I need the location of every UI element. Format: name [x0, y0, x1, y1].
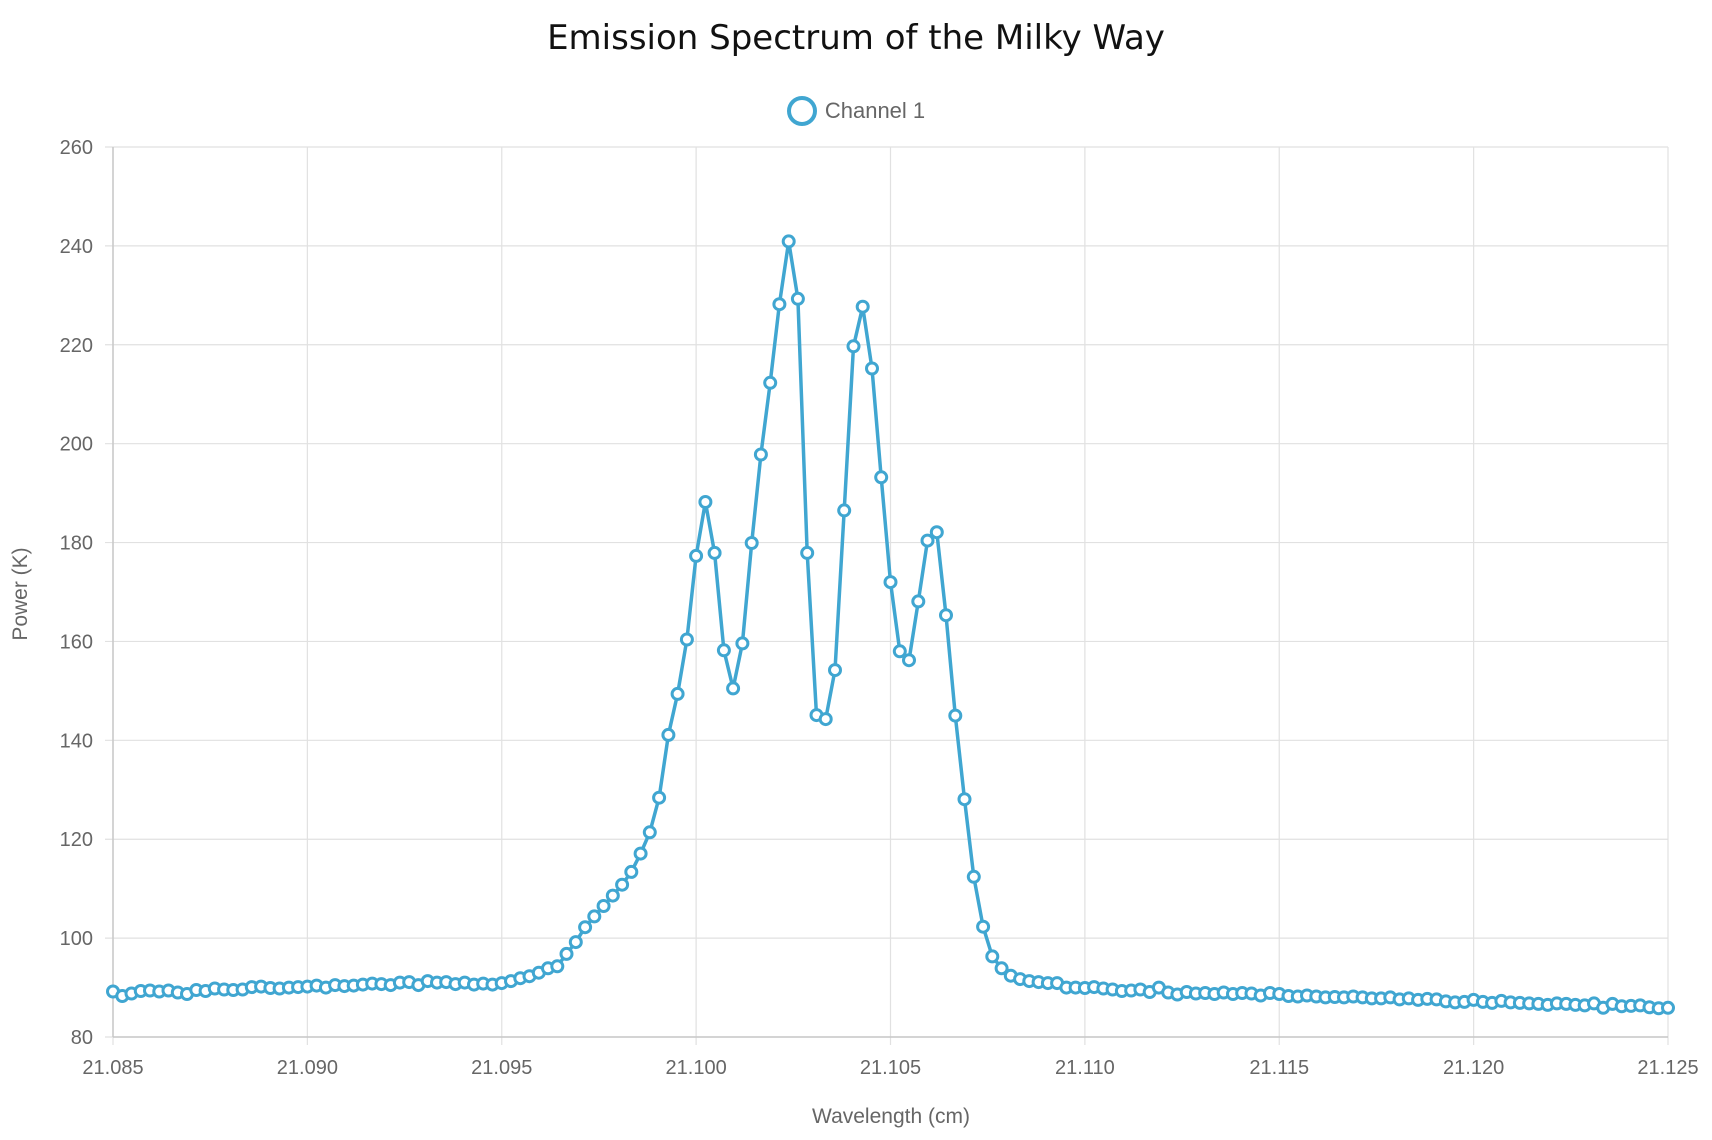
data-point[interactable]	[828, 663, 842, 678]
x-tick-label: 21.095	[471, 1057, 532, 1079]
x-tick-label: 21.090	[277, 1057, 338, 1079]
data-point[interactable]	[865, 361, 879, 376]
data-point[interactable]	[929, 525, 944, 540]
y-tick-label: 120	[60, 829, 93, 851]
data-point[interactable]	[911, 594, 926, 609]
data-point[interactable]	[985, 949, 1000, 964]
data-point[interactable]	[624, 864, 639, 879]
data-point[interactable]	[716, 643, 731, 658]
data-point[interactable]	[744, 536, 759, 550]
data-point[interactable]	[753, 447, 768, 462]
data-point[interactable]	[837, 503, 852, 518]
data-point[interactable]	[578, 920, 593, 935]
x-tick-label: 21.110	[1055, 1057, 1115, 1079]
grid-lines	[105, 146, 1669, 1045]
data-point[interactable]	[957, 792, 972, 807]
data-point[interactable]	[966, 869, 981, 884]
y-tick-label: 200	[60, 434, 93, 456]
data-point[interactable]	[726, 681, 741, 696]
data-point[interactable]	[790, 291, 805, 306]
y-tick-label: 260	[60, 137, 93, 159]
y-tick-label: 100	[60, 928, 93, 950]
x-tick-label: 21.115	[1249, 1057, 1309, 1079]
x-tick-label: 21.100	[666, 1057, 727, 1079]
data-point[interactable]	[707, 545, 722, 560]
y-tick-label: 220	[60, 335, 93, 357]
data-point[interactable]	[763, 375, 778, 390]
data-point[interactable]	[633, 846, 648, 861]
data-point[interactable]	[679, 632, 694, 647]
data-point[interactable]	[781, 234, 796, 249]
data-point[interactable]	[874, 470, 889, 485]
y-tick-label: 160	[60, 631, 93, 653]
chart-title: Emission Spectrum of the Milky Way	[547, 18, 1165, 58]
data-point[interactable]	[642, 825, 657, 840]
x-tick-label: 21.120	[1443, 1057, 1504, 1079]
data-points-channel-1	[106, 234, 1675, 1016]
y-tick-label: 140	[60, 730, 93, 752]
data-point[interactable]	[772, 297, 787, 312]
data-point[interactable]	[883, 575, 898, 590]
data-point[interactable]	[818, 712, 833, 727]
data-point[interactable]	[735, 636, 750, 651]
data-point[interactable]	[550, 959, 565, 974]
axes	[112, 147, 1668, 1038]
y-tick-label: 240	[60, 236, 93, 258]
data-point[interactable]	[920, 533, 935, 548]
data-point[interactable]	[596, 899, 611, 913]
data-point[interactable]	[689, 548, 704, 563]
data-point[interactable]	[670, 686, 685, 701]
data-point[interactable]	[568, 935, 583, 950]
data-point[interactable]	[976, 919, 991, 934]
tick-labels: 21.085 21.090 21.095 21.100 21.105 21.110 21.1…	[60, 137, 1699, 1079]
x-tick-label: 21.125	[1637, 1057, 1698, 1079]
data-point[interactable]	[652, 790, 667, 805]
data-point[interactable]	[800, 545, 815, 560]
data-point[interactable]	[615, 877, 630, 892]
x-tick-label: 21.085	[82, 1057, 143, 1079]
data-point[interactable]	[994, 961, 1009, 976]
data-point[interactable]	[846, 339, 861, 354]
data-point[interactable]	[605, 888, 620, 903]
legend[interactable]: Channel 1	[0, 96, 1712, 126]
data-point[interactable]	[587, 909, 602, 924]
data-point[interactable]	[698, 495, 713, 509]
data-point[interactable]	[1661, 1000, 1675, 1015]
y-tick-label: 80	[71, 1027, 93, 1049]
y-axis-title: Power (K)	[9, 547, 32, 640]
data-point[interactable]	[855, 299, 870, 314]
x-axis-title: Wavelength (cm)	[812, 1105, 970, 1128]
x-tick-label: 21.105	[860, 1057, 921, 1079]
data-point[interactable]	[892, 644, 907, 659]
y-tick-label: 180	[60, 533, 93, 555]
data-point[interactable]	[559, 946, 574, 961]
data-point[interactable]	[902, 653, 916, 668]
data-point[interactable]	[939, 608, 953, 623]
data-point[interactable]	[948, 708, 963, 723]
data-point[interactable]	[661, 727, 676, 742]
legend-swatch-channel-1	[786, 96, 817, 126]
legend-label-channel-1: Channel 1	[824, 98, 926, 123]
